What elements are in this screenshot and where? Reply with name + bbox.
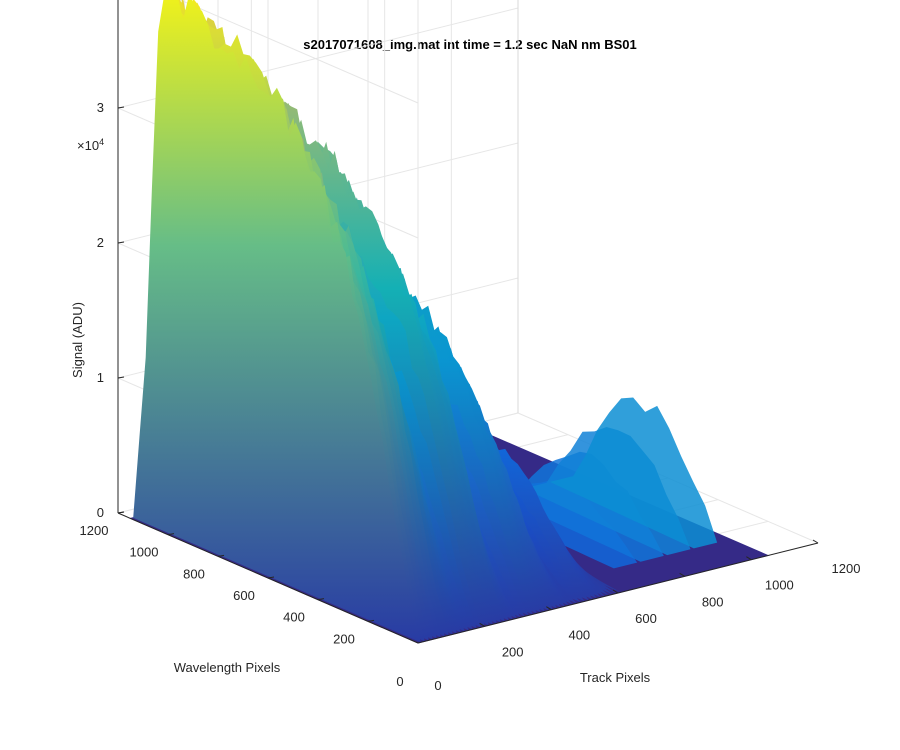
- z-tick: [118, 107, 124, 108]
- x-tick-label: 400: [568, 628, 590, 643]
- y-tick-label: 600: [233, 588, 255, 603]
- z-tick-label: 2: [97, 235, 104, 250]
- x-tick-label: 1000: [765, 578, 794, 593]
- y-tick-label: 1000: [130, 545, 159, 560]
- z-tick: [118, 377, 124, 378]
- x-tick-label: 800: [702, 594, 724, 609]
- z-exponent-base: ×10: [77, 138, 99, 153]
- y-tick-label: 200: [333, 631, 355, 646]
- x-axis-label: Track Pixels: [580, 670, 651, 685]
- z-tick: [118, 242, 124, 243]
- y-tick: [118, 512, 124, 513]
- z-axis-label: Signal (ADU): [70, 302, 85, 378]
- x-tick-label: 1200: [832, 561, 861, 576]
- x-tick-label: 600: [635, 611, 657, 626]
- z-axis-tick-labels: 012345: [97, 0, 104, 520]
- surface-plot: [131, 0, 769, 643]
- z-exponent-power: 4: [99, 137, 104, 147]
- y-tick-label: 1200: [80, 523, 109, 538]
- y-tick-label: 800: [183, 566, 205, 581]
- y-tick-label: 0: [396, 674, 403, 689]
- chart-title: s2017071608_img.mat int time = 1.2 sec N…: [303, 37, 637, 52]
- z-tick-label: 3: [97, 100, 104, 115]
- x-tick-label: 0: [434, 678, 441, 693]
- z-tick-label: 0: [97, 505, 104, 520]
- x-tick-label: 200: [502, 644, 524, 659]
- z-tick-label: 1: [97, 370, 104, 385]
- y-tick-label: 400: [283, 610, 305, 625]
- z-axis-exponent: ×104: [77, 137, 104, 153]
- y-axis-label: Wavelength Pixels: [174, 660, 281, 675]
